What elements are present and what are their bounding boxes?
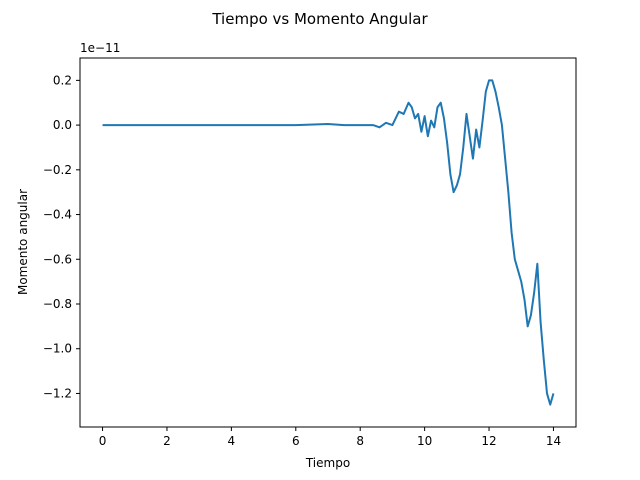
x-axis: 0 2 4 6 8 10 12 14 <box>99 427 561 448</box>
y-tick-label: −1.2 <box>43 386 72 400</box>
x-tick-label: 0 <box>99 434 107 448</box>
x-tick-label: 14 <box>546 434 561 448</box>
x-tick-label: 2 <box>163 434 171 448</box>
series-layer <box>102 79 555 406</box>
plot-area <box>79 57 577 428</box>
y-tick-label: −0.6 <box>43 252 72 266</box>
x-tick-label: 12 <box>481 434 496 448</box>
y-tick-label: −0.4 <box>43 208 72 222</box>
chart-title: Tiempo vs Momento Angular <box>211 10 428 28</box>
x-tick-label: 6 <box>292 434 300 448</box>
x-tick-label: 4 <box>228 434 236 448</box>
y-tick-label: −0.8 <box>43 297 72 311</box>
y-tick-label: 0.2 <box>53 73 72 87</box>
plot-frame <box>79 57 577 428</box>
y-tick-label: −1.0 <box>43 342 72 356</box>
y-axis: 0.2 0.0 −0.2 −0.4 −0.6 −0.8 −1.0 −1.2 <box>43 73 80 400</box>
series-line <box>102 79 555 406</box>
y-offset-label: 1e−11 <box>80 41 120 55</box>
x-tick-label: 10 <box>417 434 432 448</box>
y-tick-label: −0.2 <box>43 163 72 177</box>
y-tick-label: 0.0 <box>53 118 72 132</box>
y-axis-label: Momento angular <box>16 189 30 295</box>
x-axis-label: Tiempo <box>305 456 350 470</box>
x-tick-label: 8 <box>356 434 364 448</box>
